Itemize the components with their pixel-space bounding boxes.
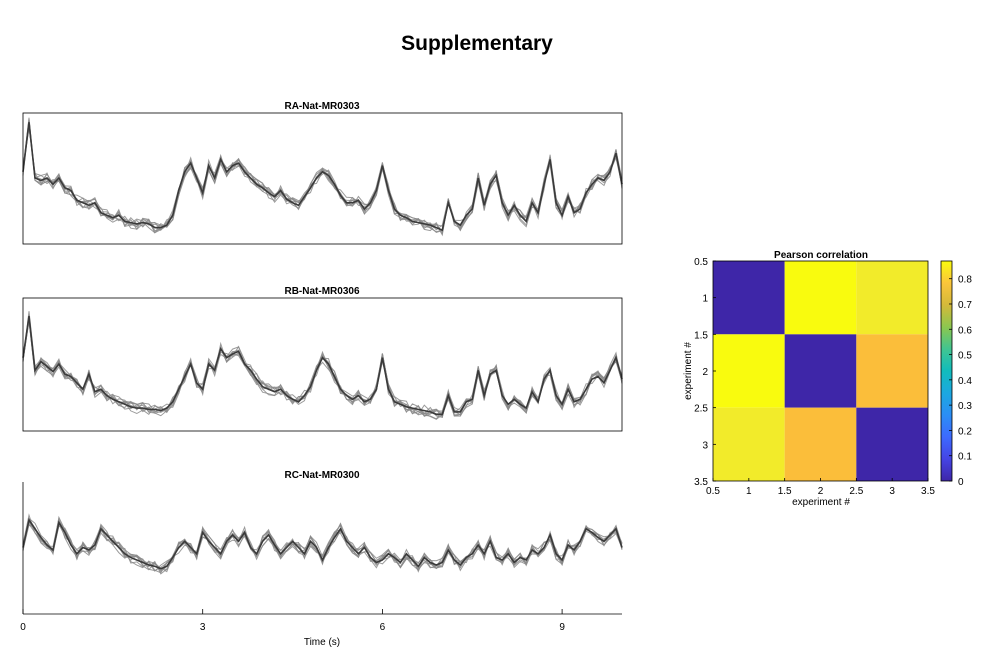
trial-trace xyxy=(22,125,623,237)
x-tick-label: 1.5 xyxy=(778,486,792,497)
trial-trace xyxy=(22,314,623,418)
x-tick-label: 2.5 xyxy=(849,486,863,497)
mean-trace xyxy=(22,518,623,570)
colorbar-tick-label: 0.3 xyxy=(958,401,972,412)
panel-b-plot xyxy=(22,311,623,420)
y-tick-label: 2 xyxy=(702,367,708,378)
x-tick-label: 0 xyxy=(20,622,26,633)
colorbar-tick-label: 0.2 xyxy=(958,426,972,437)
panel-a-frame xyxy=(22,112,623,245)
heatmap-cell xyxy=(713,407,785,481)
panel-c-title: RC-Nat-MR0300 xyxy=(284,470,359,481)
panel-b-title: RB-Nat-MR0306 xyxy=(284,286,359,297)
x-tick-label: 2 xyxy=(818,486,824,497)
heatmap-ylabel: experiment # xyxy=(683,342,694,400)
colorbar xyxy=(940,260,953,482)
heatmap-xlabel: experiment # xyxy=(792,497,850,508)
heatmap-cells xyxy=(713,261,928,481)
heatmap-cell xyxy=(856,334,928,408)
x-tick-label: 9 xyxy=(559,622,565,633)
heatmap-cell xyxy=(713,261,785,335)
colorbar-tick-label: 0.4 xyxy=(958,376,972,387)
page-title: Supplementary xyxy=(401,32,553,55)
panel-c-x-ticks: 0 3 6 9 xyxy=(20,609,565,633)
x-tick-label: 0.5 xyxy=(706,486,720,497)
panel-a-title: RA-Nat-MR0303 xyxy=(284,101,359,112)
x-tick-label: 1 xyxy=(746,486,752,497)
y-tick-label: 1 xyxy=(702,294,708,305)
panel-c-xlabel: Time (s) xyxy=(304,637,340,648)
heatmap-cell xyxy=(856,261,928,335)
heatmap-cell xyxy=(856,407,928,481)
heatmap-y-ticks: 0.5 1 1.5 2 2.5 3 3.5 xyxy=(694,257,716,488)
y-tick-label: 3 xyxy=(702,440,708,451)
heatmap-cell xyxy=(784,334,857,408)
mean-trace xyxy=(22,315,623,416)
x-tick-label: 3.5 xyxy=(921,486,935,497)
x-tick-label: 3 xyxy=(889,486,895,497)
trial-trace xyxy=(22,319,623,417)
y-tick-label: 0.5 xyxy=(694,257,708,268)
mean-trace xyxy=(22,122,623,232)
heatmap-cell xyxy=(784,261,857,335)
colorbar-tick-label: 0.1 xyxy=(958,452,972,463)
trial-trace xyxy=(22,320,623,417)
panel-a-plot xyxy=(22,117,623,237)
colorbar-tick-label: 0.5 xyxy=(958,351,972,362)
colorbar-tick-label: 0 xyxy=(958,477,964,488)
y-tick-label: 1.5 xyxy=(694,330,708,341)
panel-c-plot xyxy=(22,513,623,575)
colorbar-tick-label: 0.6 xyxy=(958,325,972,336)
colorbar-tick-label: 0.8 xyxy=(958,275,972,286)
trial-trace xyxy=(22,320,623,417)
colorbar-ticks: 0 0.1 0.2 0.3 0.4 0.5 0.6 0.7 0.8 xyxy=(949,275,972,488)
heatmap-x-ticks: 0.5 1 1.5 2 2.5 3 3.5 xyxy=(706,478,935,497)
y-tick-label: 2.5 xyxy=(694,404,708,415)
heatmap-title: Pearson correlation xyxy=(774,250,868,261)
x-tick-label: 3 xyxy=(200,622,206,633)
x-tick-label: 6 xyxy=(380,622,386,633)
y-tick-label: 3.5 xyxy=(694,477,708,488)
colorbar-tick-label: 0.7 xyxy=(958,300,972,311)
panel-b-frame xyxy=(22,297,623,432)
heatmap-cell xyxy=(713,334,785,408)
heatmap-cell xyxy=(784,407,857,481)
